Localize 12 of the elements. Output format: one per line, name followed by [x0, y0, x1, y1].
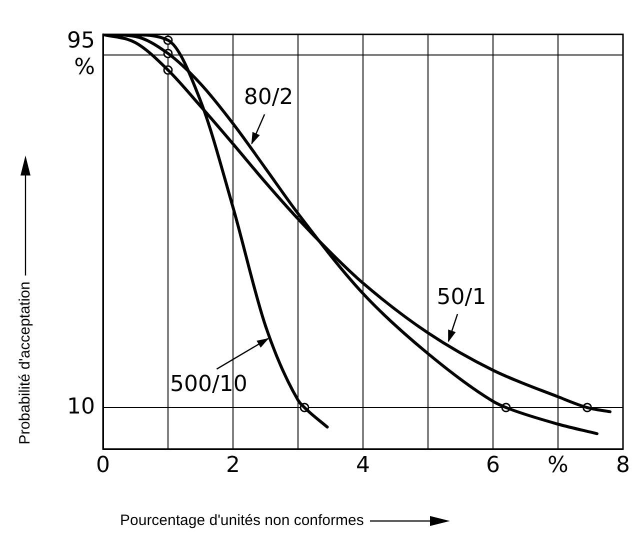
x-axis-title: Pourcentage d'unités non conformes	[120, 512, 364, 529]
x-tick-label: 0	[96, 452, 110, 478]
annotation: 80/2	[244, 85, 294, 110]
x-tick-label: 8	[616, 452, 630, 478]
x-tick-label: 6	[486, 452, 500, 478]
x-tick-label: 4	[356, 452, 370, 478]
x-tick-label: %	[548, 452, 568, 478]
y-tick-label: 95 %	[67, 28, 95, 80]
x-tick-label: 2	[226, 452, 240, 478]
y-axis-title: Probabilité d'acceptation	[16, 282, 34, 444]
y-tick-label: 10	[67, 394, 95, 420]
annotation: 50/1	[436, 284, 486, 310]
